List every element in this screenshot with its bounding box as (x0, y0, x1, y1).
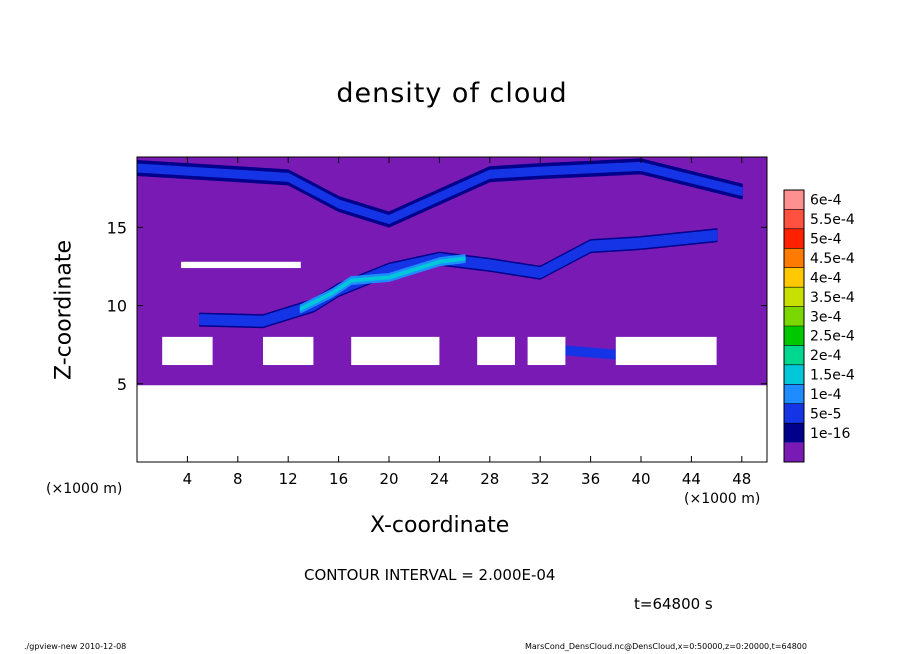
x-tick-label: 16 (329, 470, 348, 488)
colorbar-swatch (784, 306, 804, 326)
x-tick-label: 48 (732, 470, 751, 488)
x-tick-label: 4 (183, 470, 193, 488)
gap-1-1 (263, 336, 314, 366)
x-tick-label: 40 (631, 470, 650, 488)
footer-left: ./gpview-new 2010-12-08 (24, 642, 127, 651)
colorbar-label: 2e-4 (810, 348, 842, 364)
footer-right: MarsCond_DensCloud.nc@DensCloud,x=0:5000… (525, 642, 807, 651)
y-axis-label: Z-coordinate (51, 240, 77, 380)
colorbar-label: 3.5e-4 (810, 290, 855, 306)
colorbar-label: 5e-5 (810, 406, 841, 422)
colorbar-swatch (784, 228, 804, 249)
colorbar-label: 4e-4 (810, 270, 842, 286)
field-5e-5-core (137, 161, 743, 225)
colorbar-swatch (784, 190, 804, 210)
x-tick-label: 12 (279, 470, 298, 488)
x-tick-label: 36 (581, 470, 600, 488)
gap-1-3 (477, 336, 515, 366)
colorbar-label: 4.5e-4 (810, 251, 855, 267)
x-tick-label: 28 (480, 470, 499, 488)
field-1.5e-4 (299, 254, 466, 314)
gap-1-2 (351, 336, 440, 366)
gap-2-0 (200, 261, 301, 269)
colorbar-swatch (784, 345, 804, 365)
x-tick-label: 44 (682, 470, 701, 488)
x-unit-right: (×1000 m) (684, 491, 761, 507)
gap-2-1 (181, 261, 200, 269)
colorbar-label: 5e-4 (810, 232, 842, 248)
colorbar: 6e-4 5.5e-4 5e-4 4.5e-4 4e-4 3.5e-4 3e-4 2.5e-4… (783, 189, 855, 463)
field-1e-4-edge (199, 228, 718, 329)
x-axis: 4 8 12 16 20 24 28 32 36 40 44 48 (183, 157, 751, 488)
x-axis-label: X-coordinate (370, 513, 510, 538)
plot-frame (136, 156, 768, 463)
colorbar-label: 1e-16 (810, 426, 850, 442)
colorbar-swatch (784, 403, 804, 424)
y-axis: 5 10 15 (107, 218, 767, 394)
time-label: t=64800 s (634, 595, 713, 613)
field-1e-4 (199, 229, 718, 327)
chart-title: density of cloud (336, 78, 568, 109)
field-1.5e-4-core (299, 256, 466, 311)
colorbar-swatch (784, 287, 804, 307)
contour-field (137, 157, 767, 462)
y-tick-label: 15 (107, 218, 127, 237)
x-unit-left: (×1000 m) (46, 481, 123, 497)
y-tick-label: 10 (107, 297, 127, 316)
colorbar-swatch (784, 326, 804, 346)
colorbar-swatch (784, 364, 804, 385)
colorbar-swatch (784, 442, 804, 462)
colorbar-label: 6e-4 (810, 193, 842, 209)
x-tick-label: 32 (531, 470, 550, 488)
x-tick-label: 20 (379, 470, 398, 488)
gap-1-4 (527, 336, 566, 366)
colorbar-swatch (784, 267, 804, 288)
gap-1-5 (615, 336, 717, 366)
colorbar-label: 2.5e-4 (810, 329, 855, 345)
gap-0 (137, 385, 767, 462)
gap-1-0 (162, 336, 213, 366)
colorbar-swatch (784, 423, 804, 443)
colorbar-label: 1.5e-4 (810, 368, 855, 384)
colorbar-label: 3e-4 (810, 309, 842, 325)
x-tick-label: 24 (430, 470, 449, 488)
y-tick-label: 5 (117, 375, 127, 394)
colorbar-label: 1e-4 (810, 387, 842, 403)
colorbar-swatch (784, 209, 804, 229)
colorbar-swatch (784, 248, 804, 268)
colorbar-label: 5.5e-4 (810, 212, 855, 228)
contour-interval-label: CONTOUR INTERVAL = 2.000E-04 (304, 566, 556, 584)
x-tick-label: 8 (233, 470, 243, 488)
colorbar-swatch (784, 384, 804, 404)
